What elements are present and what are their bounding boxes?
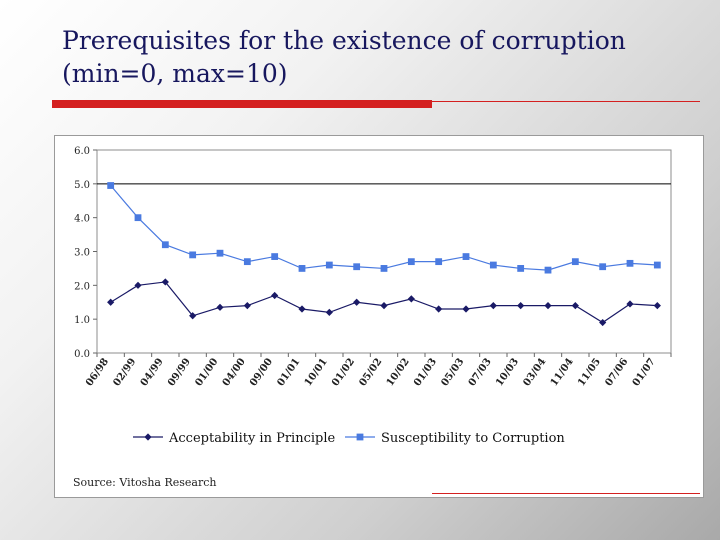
- x-tick-label: 09/99: [166, 356, 193, 388]
- x-tick-label: 01/00: [193, 356, 220, 388]
- data-point-susceptibility: [271, 253, 279, 260]
- x-tick-label: 01/02: [330, 356, 357, 388]
- data-point-acceptability: [517, 302, 525, 310]
- data-point-susceptibility: [626, 259, 634, 267]
- data-point-acceptability: [435, 305, 443, 313]
- y-tick-label: 0.0: [74, 349, 90, 360]
- line-chart: 0.0 1.0 2.0 3.0 4.0 5.0 6.0 06/98 02/99 04/99 09/9…: [74, 146, 672, 446]
- x-tick-label: 01/03: [412, 356, 439, 388]
- data-point-susceptibility: [571, 258, 579, 266]
- data-point-acceptability: [298, 305, 306, 313]
- data-point-susceptibility: [544, 266, 552, 274]
- data-point-susceptibility: [599, 263, 607, 271]
- x-tick-label: 07/06: [603, 356, 630, 388]
- chart-container: 0.0 1.0 2.0 3.0 4.0 5.0 6.0 06/98 02/99 04/99 09/9…: [54, 135, 704, 498]
- x-tick-label: 01/01: [275, 356, 302, 388]
- x-tick-label: 03/04: [521, 356, 548, 388]
- x-tick-label: 10/02: [385, 356, 412, 388]
- data-point-susceptibility: [653, 261, 661, 269]
- x-tick-label: 02/99: [111, 356, 138, 388]
- title-underline-bar: [52, 100, 432, 108]
- legend-label-1: Acceptability in Principle: [168, 431, 336, 446]
- data-point-susceptibility: [489, 261, 497, 269]
- data-point-susceptibility: [134, 214, 142, 222]
- data-point-susceptibility: [216, 249, 224, 257]
- x-tick-label: 05/03: [439, 356, 466, 388]
- slide-title: Prerequisites for the existence of corru…: [62, 24, 702, 90]
- source-note: Source: Vitosha Research: [73, 476, 217, 489]
- x-tick-label: 06/98: [84, 356, 111, 388]
- x-tick-label: 04/00: [221, 356, 248, 388]
- x-tick-label: 07/03: [467, 356, 494, 388]
- data-point-susceptibility: [407, 258, 415, 266]
- data-point-susceptibility: [243, 258, 251, 266]
- data-point-acceptability: [161, 278, 169, 286]
- data-point-susceptibility: [325, 261, 333, 269]
- x-tick-label: 11/04: [549, 356, 576, 388]
- data-point-susceptibility: [298, 265, 306, 272]
- data-point-acceptability: [462, 305, 470, 313]
- title-line-1: Prerequisites for the existence of corru…: [62, 26, 626, 55]
- x-tick-label: 10/03: [494, 356, 521, 388]
- y-tick-label: 5.0: [74, 180, 90, 191]
- data-point-susceptibility: [161, 241, 169, 249]
- x-tick-label: 04/99: [139, 356, 166, 388]
- data-point-susceptibility: [353, 263, 361, 271]
- data-point-susceptibility: [380, 265, 388, 272]
- data-point-acceptability: [189, 312, 197, 320]
- legend-label-2: Susceptibility to Corruption: [381, 431, 565, 446]
- data-point-acceptability: [599, 318, 607, 327]
- y-tick-label: 1.0: [74, 315, 90, 326]
- data-point-susceptibility: [517, 265, 525, 272]
- data-point-susceptibility: [189, 251, 197, 259]
- data-point-susceptibility: [107, 182, 115, 189]
- data-point-acceptability: [107, 298, 115, 306]
- x-tick-label: 05/02: [357, 356, 384, 388]
- x-tick-label: 09/00: [248, 356, 275, 388]
- data-point-susceptibility: [462, 253, 470, 260]
- data-point-acceptability: [216, 303, 224, 311]
- legend-marker-susceptibility: [356, 433, 364, 441]
- x-tick-label: 10/01: [303, 356, 330, 388]
- title-line-2: (min=0, max=10): [62, 59, 288, 88]
- x-tick-label: 11/05: [576, 356, 603, 388]
- y-tick-label: 3.0: [74, 248, 90, 259]
- y-tick-label: 6.0: [74, 146, 90, 157]
- y-tick-label: 2.0: [74, 281, 90, 292]
- title-underline-thin: [432, 101, 700, 102]
- legend-marker-acceptability: [144, 433, 152, 441]
- data-point-acceptability: [626, 300, 634, 308]
- data-point-acceptability: [271, 291, 279, 300]
- data-point-acceptability: [353, 298, 361, 306]
- data-point-susceptibility: [435, 258, 443, 266]
- y-tick-label: 4.0: [74, 214, 90, 225]
- bottom-rule: [432, 493, 700, 494]
- x-tick-label: 01/07: [631, 356, 658, 388]
